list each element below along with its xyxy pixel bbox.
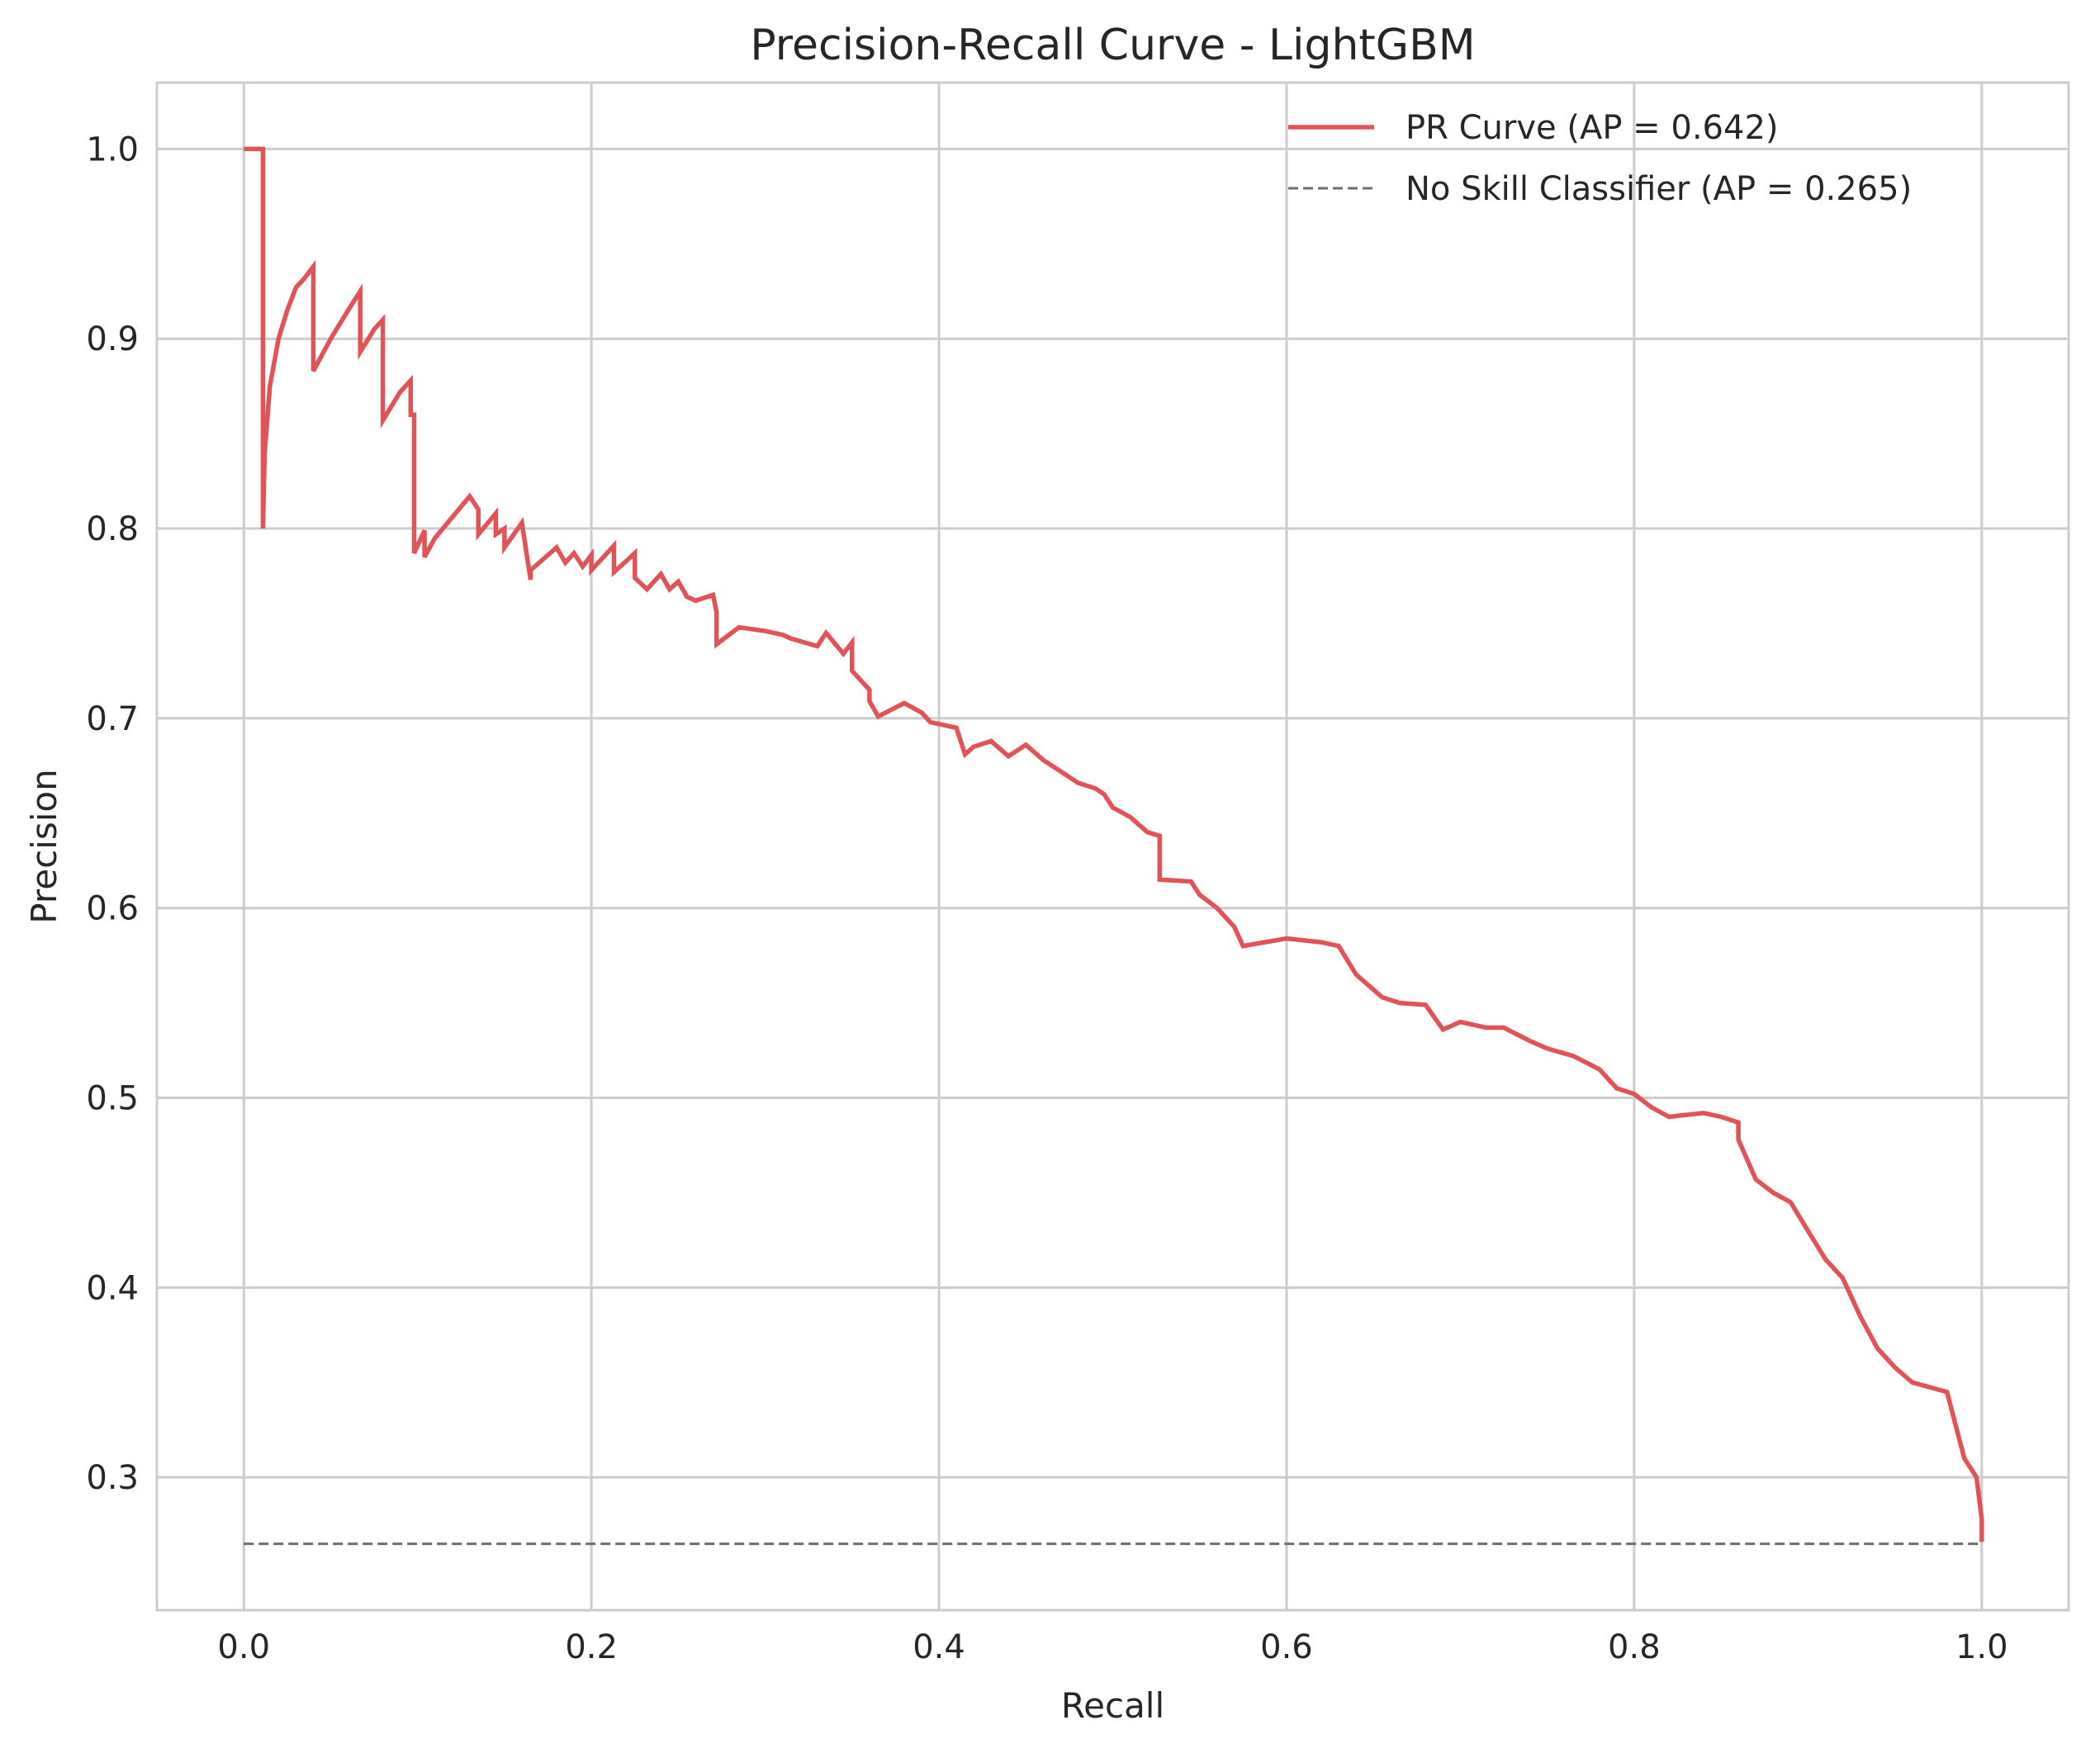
x-tick-label: 0.4 bbox=[913, 1628, 965, 1666]
chart-title: Precision-Recall Curve - LightGBM bbox=[750, 21, 1475, 70]
legend-label-no-skill: No Skill Classifier (AP = 0.265) bbox=[1406, 170, 1912, 208]
legend-label-pr-curve: PR Curve (AP = 0.642) bbox=[1406, 109, 1779, 147]
x-tick-label: 1.0 bbox=[1955, 1628, 2008, 1666]
y-tick-label: 0.3 bbox=[86, 1459, 139, 1497]
x-tick-label: 0.8 bbox=[1608, 1628, 1661, 1666]
y-tick-label: 0.5 bbox=[86, 1080, 139, 1118]
x-tick-label: 0.2 bbox=[565, 1628, 618, 1666]
y-tick-label: 1.0 bbox=[86, 130, 139, 168]
x-tick-label: 0.0 bbox=[217, 1628, 270, 1666]
y-axis-label: Precision bbox=[24, 769, 64, 923]
y-tick-label: 0.6 bbox=[86, 890, 139, 928]
x-tick-label: 0.6 bbox=[1260, 1628, 1313, 1666]
y-tick-label: 0.4 bbox=[86, 1269, 139, 1307]
y-tick-label: 0.7 bbox=[86, 700, 139, 738]
x-axis-label: Recall bbox=[1061, 1685, 1164, 1726]
y-tick-label: 0.8 bbox=[86, 510, 139, 548]
y-tick-label: 0.9 bbox=[86, 320, 139, 358]
